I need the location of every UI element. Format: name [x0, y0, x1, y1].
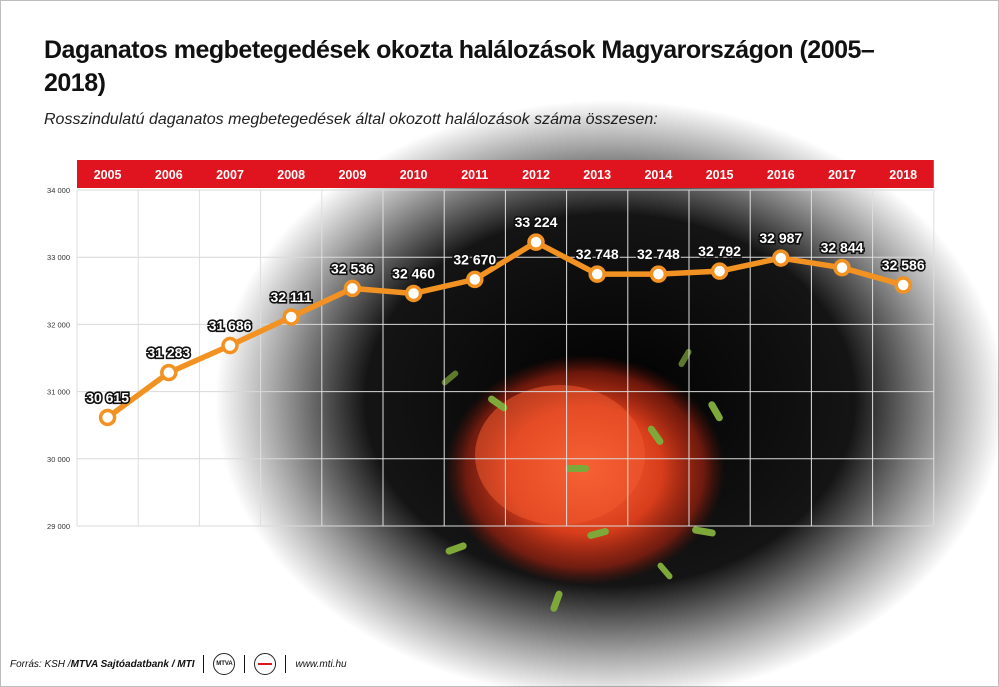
data-label: 30 615 [86, 389, 129, 405]
data-label: 32 748 [576, 246, 619, 262]
header-band-bg [77, 160, 934, 188]
deaths-series [98, 233, 912, 427]
data-label: 31 283 [147, 345, 190, 361]
data-point [282, 308, 300, 326]
data-point [649, 265, 668, 283]
divider [203, 655, 205, 673]
x-tick-label: 2009 [338, 168, 366, 182]
data-label: 32 844 [821, 240, 864, 256]
x-tick-label: 2008 [277, 168, 305, 182]
data-label: 32 748 [637, 246, 680, 262]
series-line [104, 239, 906, 421]
y-axis: 29 000 30 000 31 000 32 000 33 000 34 000 [47, 186, 70, 531]
data-point [160, 363, 178, 382]
x-tick-label: 2016 [767, 168, 795, 182]
website-link[interactable]: www.mti.hu [295, 658, 347, 670]
data-point [588, 265, 606, 283]
data-point [466, 270, 484, 289]
data-label: 32 670 [453, 251, 496, 267]
data-point [772, 249, 790, 267]
data-label: 31 686 [209, 318, 252, 334]
data-label: 33 224 [515, 214, 558, 230]
data-label: 32 792 [698, 243, 741, 259]
x-tick-label: 2005 [94, 168, 122, 182]
data-labels: 30 615 31 283 31 686 32 111 32 536 32 460 32 6… [85, 213, 927, 408]
divider [285, 655, 287, 673]
year-header-band: 2005 2006 2007 2008 2009 2010 2011 2012 2013 2014… [77, 160, 934, 188]
data-point [404, 284, 423, 303]
y-tick-label: 29 000 [47, 522, 70, 531]
x-tick-label: 2006 [155, 168, 183, 182]
data-point [894, 276, 912, 294]
y-tick-label: 31 000 [47, 388, 70, 397]
data-point [343, 279, 362, 298]
footer: Forrás: KSH / MTVA Sajtóadatbank / MTI M… [10, 652, 347, 676]
mtva-logo: MTVA [213, 653, 236, 675]
x-tick-label: 2018 [889, 168, 917, 182]
data-point [98, 408, 117, 427]
x-tick-label: 2012 [522, 168, 550, 182]
data-label: 32 987 [759, 230, 802, 246]
y-tick-label: 34 000 [47, 186, 70, 195]
chart-title: Daganatos megbetegedések okozta halálozá… [44, 36, 875, 97]
divider [244, 655, 246, 673]
data-point [833, 258, 851, 277]
data-label: 32 536 [331, 260, 374, 276]
data-point [221, 336, 239, 355]
x-tick-label: 2007 [216, 168, 244, 182]
data-point [710, 262, 729, 280]
x-tick-label: 2015 [706, 168, 734, 182]
data-label: 32 111 [271, 289, 312, 305]
y-tick-label: 32 000 [47, 320, 70, 329]
x-tick-label: 2010 [400, 168, 428, 182]
x-tick-label: 2011 [461, 168, 488, 182]
source-agency: MTVA Sajtóadatbank / MTI [70, 658, 195, 670]
source-prefix: Forrás: KSH / [10, 658, 71, 670]
data-label: 32 460 [392, 265, 435, 281]
mti-logo-icon [254, 653, 277, 675]
x-tick-label: 2013 [583, 168, 611, 182]
data-label: 32 586 [882, 257, 925, 273]
y-tick-label: 33 000 [47, 253, 70, 262]
x-tick-label: 2017 [828, 168, 856, 182]
cancer-cell-image [215, 100, 999, 687]
y-tick-label: 30 000 [47, 455, 70, 464]
data-point [527, 233, 545, 251]
x-tick-label: 2014 [644, 168, 672, 182]
